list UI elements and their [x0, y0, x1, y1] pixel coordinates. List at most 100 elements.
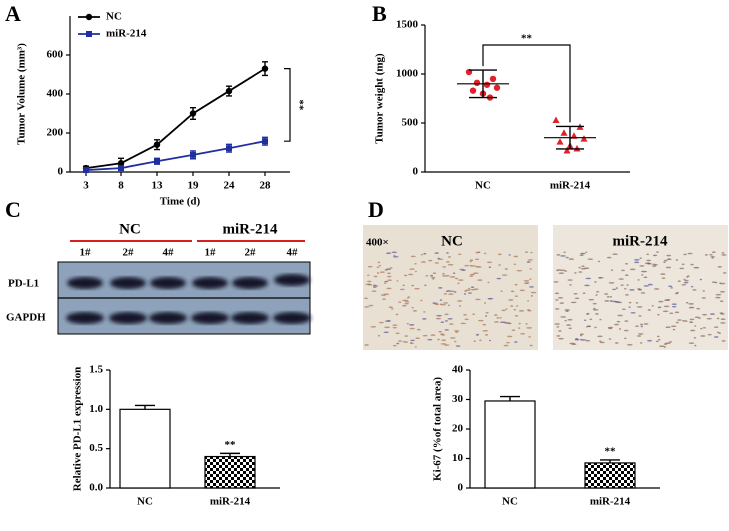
cell [364, 344, 369, 346]
marker [261, 65, 269, 72]
cell [464, 264, 470, 267]
error-bar [556, 125, 584, 150]
cell [628, 301, 632, 304]
cell [444, 313, 449, 316]
cell [527, 259, 533, 261]
point [563, 146, 571, 154]
cell [636, 306, 643, 308]
cell [721, 254, 727, 256]
cell [479, 339, 482, 342]
cell [367, 280, 372, 283]
cell [623, 287, 627, 290]
cell [687, 252, 693, 255]
blot-band [274, 274, 310, 286]
error-bar [500, 395, 520, 401]
cell [503, 344, 509, 347]
cell [461, 269, 466, 271]
cell [523, 282, 529, 285]
cell [682, 319, 686, 322]
marker [83, 167, 89, 174]
cell [496, 277, 502, 280]
cell [487, 297, 494, 300]
y-axis-label: Relative PD-L1 expression [72, 367, 84, 491]
cell [408, 273, 414, 276]
cell [704, 254, 708, 256]
y-tick-label: 30 [452, 393, 464, 405]
point [489, 75, 497, 83]
cell [671, 303, 677, 305]
cell [618, 278, 624, 280]
cell [429, 274, 434, 277]
blot-band [110, 277, 146, 289]
cell [663, 259, 668, 262]
cell [711, 281, 716, 283]
cell [367, 265, 373, 268]
cell [578, 271, 583, 273]
cell [624, 337, 627, 340]
cell [383, 282, 387, 284]
cell [639, 257, 643, 259]
cell [663, 346, 667, 348]
cell [386, 319, 391, 322]
cell [530, 251, 533, 254]
cell [721, 252, 725, 254]
cell [392, 326, 397, 329]
cell [513, 255, 519, 258]
cell [592, 308, 599, 311]
cell [635, 325, 639, 327]
cell [386, 287, 392, 290]
cell [483, 302, 487, 304]
cell [694, 316, 700, 319]
cell [668, 341, 673, 343]
cell [448, 293, 454, 295]
cell [368, 304, 374, 307]
cell [638, 315, 642, 317]
cell [473, 340, 476, 343]
cell [640, 325, 644, 328]
y-tick-label: 600 [47, 49, 64, 61]
cell [629, 289, 635, 291]
cell [396, 342, 400, 345]
blot-band [149, 312, 187, 324]
cell [663, 261, 666, 263]
annotation: ** [605, 446, 617, 458]
cell [442, 266, 447, 268]
cell [465, 289, 471, 291]
cell [446, 275, 450, 277]
bar [484, 400, 536, 489]
cell [688, 303, 694, 305]
cell [647, 339, 653, 342]
cell [586, 325, 591, 328]
cell [367, 274, 370, 277]
image-label: miR-214 [613, 233, 668, 249]
cell [410, 342, 414, 345]
cell [376, 272, 380, 274]
cell [458, 253, 462, 256]
cell [598, 340, 602, 343]
point [560, 129, 568, 136]
magnification: 400× [366, 237, 389, 249]
cell [606, 256, 612, 259]
cell [646, 259, 651, 262]
cell [529, 268, 532, 270]
cell [496, 317, 500, 319]
cell [714, 336, 719, 338]
cell [437, 257, 440, 260]
cell [718, 332, 721, 334]
cell [443, 293, 448, 295]
cell [584, 284, 590, 287]
point [483, 81, 491, 88]
cell [719, 312, 724, 314]
y-tick-label: 1.5 [89, 364, 103, 376]
cell [555, 299, 559, 301]
cell [434, 262, 439, 264]
cell [699, 278, 703, 281]
cell [402, 299, 409, 302]
cell [580, 252, 586, 255]
cell [638, 333, 644, 335]
lane-label: 4# [287, 247, 299, 259]
cell [457, 282, 460, 285]
panel-label: D [368, 197, 384, 222]
cell [611, 288, 617, 291]
